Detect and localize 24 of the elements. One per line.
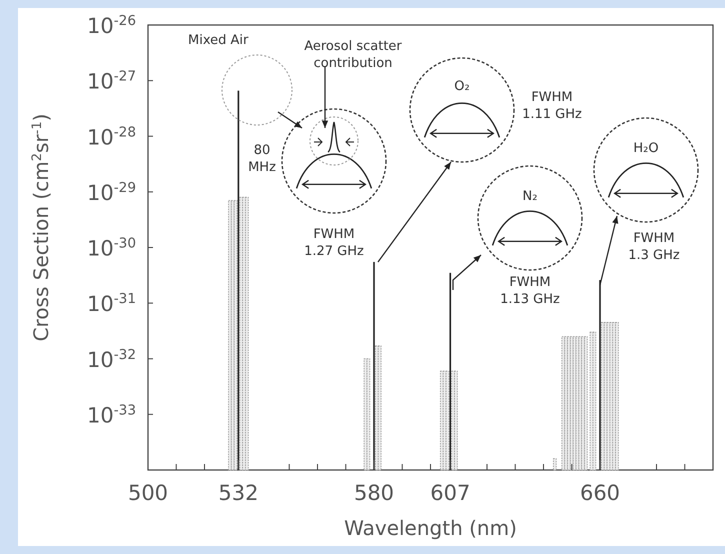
y-tick-label: 10$^{-32}$: [86, 346, 136, 372]
x-axis-title: Wavelength (nm): [344, 516, 517, 540]
y-tick-label: 10$^{-26}$: [86, 13, 136, 38]
y-tick-label: 10$^{-31}$: [86, 291, 136, 316]
annotation: N₂: [522, 189, 538, 204]
y-tick-label: 10$^{-27}$: [86, 68, 136, 94]
x-tick-label: 500: [128, 481, 168, 505]
annotation: 80 MHz: [248, 143, 276, 175]
annotation: O₂: [454, 79, 470, 94]
annotation: Mixed Air: [188, 33, 250, 48]
y-tick-label: 10$^{-30}$: [86, 236, 136, 260]
annotation: FWHM 1.11 GHz: [522, 90, 582, 122]
annotation: FWHM 1.3 GHz: [628, 231, 680, 263]
annotation: FWHM 1.13 GHz: [500, 275, 560, 307]
y-tick-label: 10$^{-28}$: [86, 124, 136, 150]
x-tick-label: 532: [218, 481, 258, 505]
annotation: Aerosol scatter contribution: [304, 39, 402, 71]
annotation: FWHM 1.27 GHz: [304, 227, 364, 259]
x-tick-label: 580: [354, 481, 394, 505]
y-tick-label: 10$^{-33}$: [86, 402, 136, 428]
y-tick-label: 10$^{-29}$: [86, 180, 136, 205]
x-tick-label: 660: [580, 481, 620, 505]
annotation: H₂O: [633, 141, 659, 156]
x-tick-label: 607: [430, 481, 470, 505]
